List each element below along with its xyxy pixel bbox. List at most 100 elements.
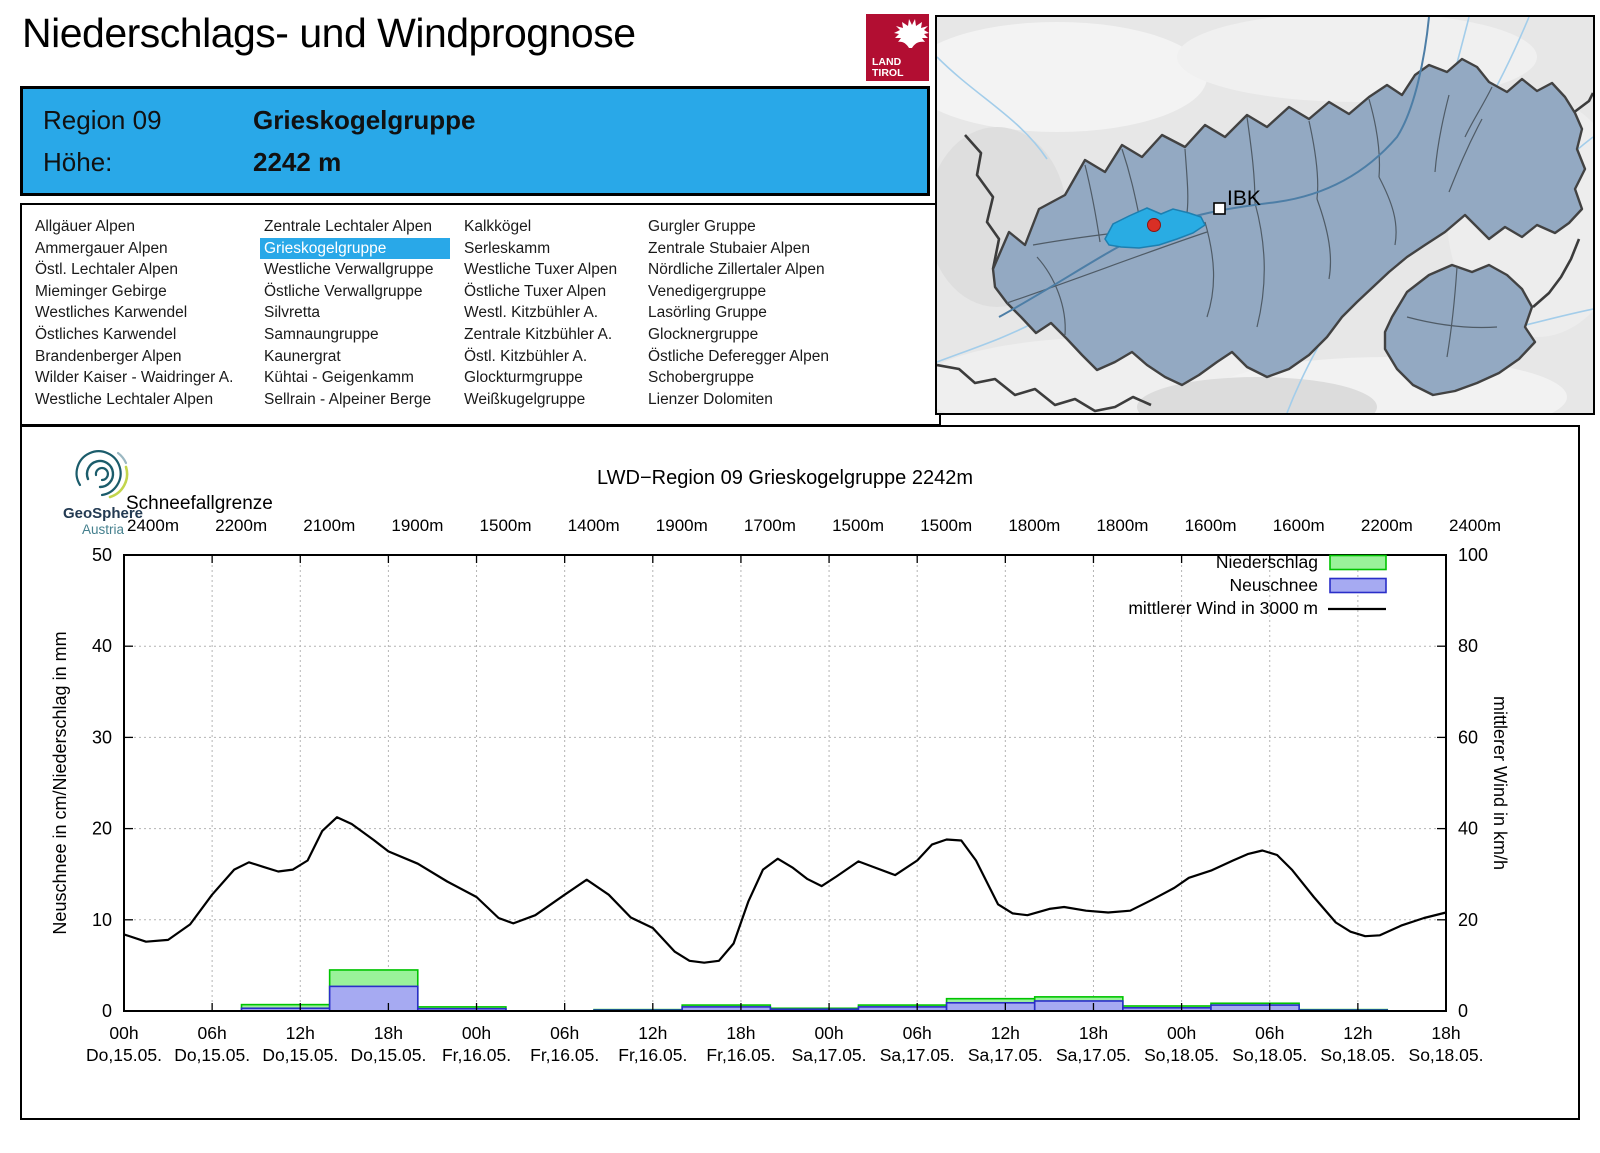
region-list-item[interactable]: Mieminger Gebirge [35, 282, 167, 300]
snowline-value: 1600m [1273, 516, 1325, 535]
region-list-item[interactable]: Glocknergruppe [648, 325, 759, 343]
plot-border [123, 554, 1447, 1012]
y-left-tick-label: 10 [92, 910, 112, 930]
region-list-item[interactable]: Wilder Kaiser - Waidringer A. [35, 369, 234, 387]
region-list-item[interactable]: Westliches Karwendel [35, 304, 188, 322]
snowline-value: 1500m [480, 516, 532, 535]
region-list-item[interactable]: Östliche Deferegger Alpen [648, 347, 829, 365]
region-list-item[interactable]: Westliche Lechtaler Alpen [35, 390, 214, 408]
snowline-value: 1500m [920, 516, 972, 535]
region-list-item[interactable]: Östliches Karwendel [35, 325, 177, 343]
region-list-item[interactable]: Kühtai - Geigenkamm [264, 369, 414, 387]
region-list-item[interactable]: Kaunergrat [264, 347, 341, 365]
region-list-item[interactable]: Westl. Kitzbühler A. [464, 304, 599, 322]
region-list-item[interactable]: Östliche Tuxer Alpen [464, 282, 607, 300]
region-list-column: Allgäuer Alpen Ammergauer Alpen Östl. Lech… [35, 216, 264, 410]
y-right-axis-title: mittlerer Wind in km/h [1490, 696, 1510, 870]
x-tick-time: 12h [1343, 1023, 1372, 1043]
legend-swatch [1329, 554, 1387, 571]
region-list-item[interactable]: Lasörling Gruppe [648, 304, 767, 322]
x-tick-time: 18h [1079, 1023, 1108, 1043]
region-list-item[interactable]: Schobergruppe [648, 369, 754, 387]
logo-text-land: LAND [872, 56, 902, 68]
snowline-value: 1900m [656, 516, 708, 535]
logo-text-tirol: TIROL [872, 67, 904, 79]
region-list-item[interactable]: Zentrale Lechtaler Alpen [264, 218, 433, 235]
x-tick-time: 18h [374, 1023, 403, 1043]
region-list-item[interactable]: Ammergauer Alpen [35, 239, 168, 257]
x-tick-date: Fr,16.05. [530, 1045, 599, 1065]
region-list-item[interactable]: Gurgler Gruppe [648, 218, 756, 235]
region-list-item[interactable]: Silvretta [264, 304, 320, 322]
region-list-item[interactable]: Samnaungruppe [264, 325, 379, 343]
geosphere-icon [75, 450, 129, 499]
y-left-tick-label: 30 [92, 727, 112, 747]
region-list-item[interactable]: Grieskogelgruppe [260, 237, 450, 260]
region-list: Allgäuer Alpen Ammergauer Alpen Östl. Lech… [20, 203, 941, 426]
region-list-item[interactable]: Venedigergruppe [648, 282, 767, 300]
chart-title: LWD−Region 09 Grieskogelgruppe 2242m [597, 467, 973, 489]
y-left-tick-label: 40 [92, 636, 112, 656]
region-list-item[interactable]: Östl. Lechtaler Alpen [35, 261, 179, 279]
x-tick-date: Do,15.05. [350, 1045, 426, 1065]
region-list-item[interactable]: Kalkkögel [464, 218, 532, 235]
x-tick-time: 00h [109, 1023, 138, 1043]
x-tick-date: Sa,17.05. [968, 1045, 1043, 1065]
page-title: Niederschlags- und Windprognose [22, 10, 636, 56]
legend-swatch [1329, 577, 1387, 594]
region-list-item[interactable]: Nördliche Zillertaler Alpen [648, 261, 825, 279]
geosphere-country: Austria [81, 522, 125, 537]
x-tick-time: 00h [462, 1023, 491, 1043]
inn-river [998, 16, 1430, 318]
region-list-item[interactable]: Zentrale Stubaier Alpen [648, 239, 810, 257]
y-left-tick-label: 50 [92, 545, 112, 565]
y-right-tick-label: 0 [1458, 1001, 1468, 1021]
region-list-column: Gurgler Gruppe Zentrale Stubaier Alpen Nör… [648, 216, 939, 410]
x-tick-date: So,18.05. [1144, 1045, 1219, 1065]
legend-label: Niederschlag [1216, 552, 1318, 572]
y-right-tick-label: 20 [1458, 910, 1478, 930]
x-tick-date: Sa,17.05. [1056, 1045, 1131, 1065]
geosphere-name: GeoSphere [62, 505, 144, 522]
region-list-item[interactable]: Östliche Verwallgruppe [264, 282, 423, 300]
legend-label: Neuschnee [1229, 575, 1318, 595]
region-list-item[interactable]: Serleskamm [464, 239, 551, 257]
legend-label: mittlerer Wind in 3000 m [1128, 598, 1318, 618]
snowline-value: 1700m [744, 516, 796, 535]
x-tick-time: 00h [1167, 1023, 1196, 1043]
region-info-box: Region 09 Grieskogelgruppe Höhe: 2242 m [20, 86, 930, 196]
snowline-value: 2100m [303, 516, 355, 535]
bar-neuschnee [1033, 1000, 1124, 1012]
map-panel: IBK [907, 12, 1600, 437]
x-tick-date: Fr,16.05. [706, 1045, 775, 1065]
region-borders [1006, 86, 1498, 358]
snowline-value: 1800m [1096, 516, 1148, 535]
snowline-value: 1900m [391, 516, 443, 535]
snowline-value: 1600m [1185, 516, 1237, 535]
region-list-item[interactable]: Östl. Kitzbühler A. [464, 347, 588, 365]
altitude-label: Höhe: [43, 146, 113, 177]
region-list-item[interactable]: Westliche Verwallgruppe [264, 261, 434, 279]
region-list-item[interactable]: Brandenberger Alpen [35, 347, 182, 365]
region-list-item[interactable]: Sellrain - Alpeiner Berge [264, 390, 432, 408]
national-border [936, 92, 1595, 413]
ibk-label: IBK [1227, 187, 1261, 210]
region-list-item[interactable]: Weißkugelgruppe [464, 390, 586, 408]
region-list-item[interactable]: Zentrale Kitzbühler A. [464, 325, 613, 343]
x-tick-date: So,18.05. [1409, 1045, 1484, 1065]
region-list-item[interactable]: Allgäuer Alpen [35, 218, 135, 235]
region-list-item[interactable]: Glockturmgruppe [464, 369, 583, 387]
bar-neuschnee [328, 985, 419, 1012]
snowline-value: 1400m [568, 516, 620, 535]
x-tick-time: 06h [1255, 1023, 1284, 1043]
geosphere-logo: GeoSphere Austria [38, 445, 168, 537]
region-list-item[interactable]: Westliche Tuxer Alpen [464, 261, 618, 279]
forecast-chart: LWD−Region 09 Grieskogelgruppe 2242m Schn… [50, 467, 1510, 1065]
x-tick-time: 18h [726, 1023, 755, 1043]
snowline-label: Schneefallgrenze [126, 493, 273, 514]
x-tick-date: So,18.05. [1320, 1045, 1395, 1065]
y-left-axis-title: Neuschnee in cm/Niederschlag in mm [50, 631, 70, 934]
region-list-item[interactable]: Lienzer Dolomiten [648, 390, 773, 408]
snowline-value: 2400m [127, 516, 179, 535]
